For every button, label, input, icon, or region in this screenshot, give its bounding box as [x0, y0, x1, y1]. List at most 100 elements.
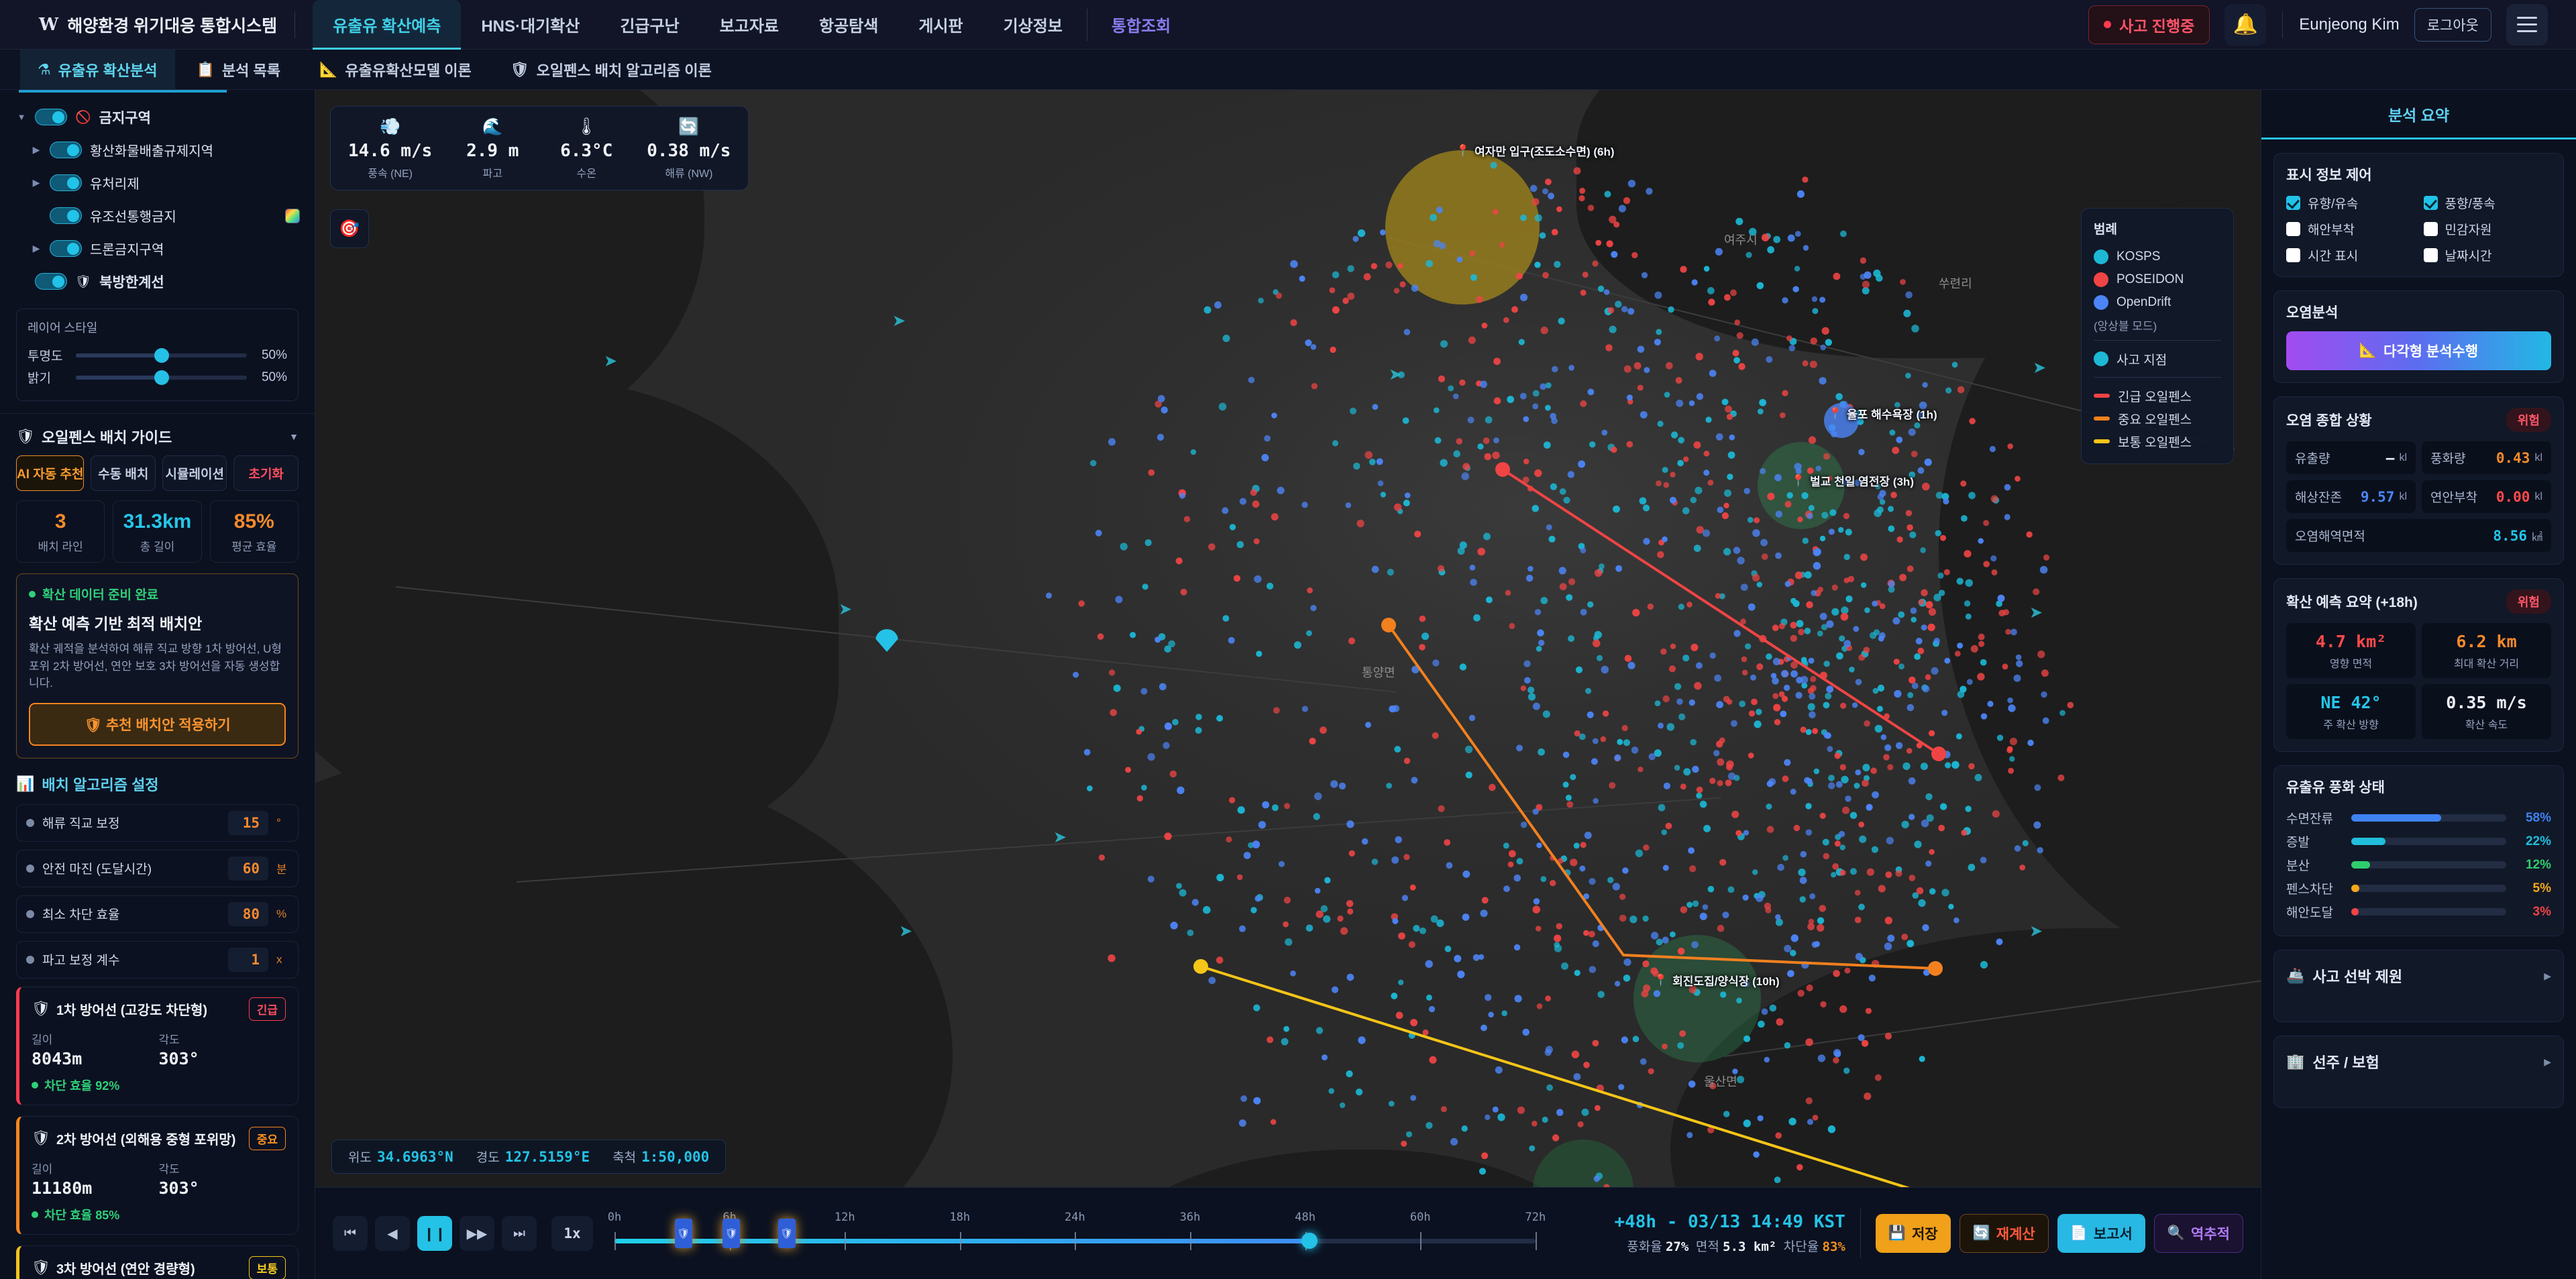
algorithm-row-3[interactable]: 파고 보정 계수 1 x	[16, 940, 299, 979]
skip-start-button[interactable]: ⏮	[333, 1216, 368, 1251]
mode-button-0[interactable]: AI 자동 추천	[16, 455, 85, 491]
checkbox-row-1[interactable]: 풍향/풍속	[2423, 194, 2552, 212]
checkbox-row-0[interactable]: 유향/유속	[2286, 194, 2414, 212]
checkbox-row-3[interactable]: 민감자원	[2423, 220, 2552, 238]
slider-track[interactable]	[76, 347, 247, 363]
algorithm-row-0[interactable]: 해류 직교 보정 15 °	[16, 803, 299, 842]
hamburger-menu-icon[interactable]	[2506, 3, 2548, 46]
metric-key: 연안부착	[2430, 491, 2477, 505]
layer-toggle[interactable]	[35, 273, 67, 290]
polygon-analysis-button[interactable]: 📐 다각형 분석수행	[2286, 331, 2551, 370]
timeline-fence-marker-2[interactable]: 🛡	[777, 1219, 796, 1248]
nav-item-0[interactable]: 유출유 확산예측	[313, 0, 462, 50]
nav-item-5[interactable]: 게시판	[918, 17, 963, 36]
map-marker-3[interactable]: 📍 회진도집/양식장 (10h)	[1654, 972, 1780, 989]
timeline-fence-marker-1[interactable]: 🛡	[722, 1219, 741, 1248]
apply-recommendation-button[interactable]: 🛡 추천 배치안 적용하기	[29, 702, 286, 746]
recalc-button[interactable]: 🔄 재계산	[1959, 1214, 2049, 1253]
layer-toggle[interactable]	[50, 174, 82, 191]
map-marker-0[interactable]: 📍 여자만 입구(조도소수면) (6h)	[1456, 142, 1615, 159]
timeline-track-wrap[interactable]: 0h 6h 12h 18h 24h 36h 48h 60h 72h 🛡 🛡 🛡	[608, 1200, 1546, 1267]
chevron-right-icon[interactable]: ▶	[32, 243, 40, 254]
accordion-0[interactable]: 🚢 사고 선박 제원 ▶	[2273, 950, 2564, 1022]
nav-item-4[interactable]: 항공탐색	[818, 17, 879, 36]
layer-row-4[interactable]: ▶ 드론금지구역	[15, 232, 300, 265]
mode-button-3[interactable]: 초기화	[233, 455, 299, 491]
step-back-button[interactable]: ◀	[375, 1216, 410, 1251]
checkbox-row-2[interactable]: 해안부착	[2286, 220, 2414, 238]
checkbox[interactable]	[2286, 196, 2300, 210]
sub-tab-1[interactable]: 📋 분석 목록	[179, 50, 298, 90]
checkbox[interactable]	[2423, 248, 2438, 262]
slider-track[interactable]	[76, 370, 247, 385]
nav-item-2[interactable]: 긴급구난	[620, 17, 680, 36]
sub-tab-0[interactable]: ⚗ 유출유 확산분석	[20, 49, 175, 90]
slider-row-0[interactable]: 투명도 50%	[28, 344, 287, 366]
timeline-fence-marker-0[interactable]: 🛡	[674, 1219, 692, 1248]
status-badge[interactable]: 사고 진행중	[2088, 5, 2210, 44]
chevron-down-icon[interactable]: ▼	[17, 112, 26, 122]
layer-row-0[interactable]: ▼ 🚫 금지구역	[15, 101, 300, 133]
algorithm-input[interactable]: 15	[228, 810, 268, 835]
algorithm-input[interactable]: 80	[228, 901, 268, 926]
chevron-right-icon[interactable]: ▶	[32, 144, 40, 155]
algorithm-input[interactable]: 1	[228, 947, 268, 972]
sub-tab-2[interactable]: 📐 유출유확산모델 이론	[302, 50, 489, 90]
layer-toggle[interactable]	[50, 240, 82, 257]
report-button[interactable]: 📄 보고서	[2057, 1214, 2145, 1253]
algorithm-input[interactable]: 60	[228, 856, 268, 881]
chevron-right-icon[interactable]: ▶	[2544, 1056, 2551, 1067]
timeline-thumb[interactable]	[1301, 1233, 1318, 1249]
map-marker-1[interactable]: 📍 율포 해수욕장 (1h)	[1828, 405, 1937, 422]
target-icon[interactable]: 🎯	[330, 209, 369, 248]
accordion-1[interactable]: 🏢 선주 / 보험 ▶	[2273, 1036, 2564, 1108]
bell-icon[interactable]: 🔔	[2224, 3, 2267, 46]
speed-button[interactable]: 1x	[551, 1216, 593, 1251]
algorithm-row-1[interactable]: 안전 마진 (도달시간) 60 분	[16, 849, 299, 887]
fence-card-0[interactable]: 🛡 1차 방어선 (고강도 차단형) 긴급 길이 8043m 각도 303° 차…	[16, 986, 299, 1105]
skip-end-button[interactable]: ⏭	[502, 1216, 537, 1251]
chevron-right-icon[interactable]: ▶	[2544, 970, 2551, 981]
layer-row-3[interactable]: 유조선통행금지	[15, 199, 300, 232]
layer-row-1[interactable]: ▶ 황산화물배출규제지역	[15, 133, 300, 166]
checkbox[interactable]	[2286, 222, 2300, 236]
mode-button-1[interactable]: 수동 배치	[91, 455, 156, 491]
report-icon: 📄	[2070, 1225, 2088, 1241]
checkbox-row-5[interactable]: 날짜시간	[2423, 246, 2552, 264]
nav-item-1[interactable]: HNS·대기확산	[481, 17, 580, 36]
sub-tab-3[interactable]: 🛡 오일펜스 배치 알고리즘 이론	[493, 50, 729, 90]
slider-knob[interactable]	[154, 370, 169, 385]
pause-button[interactable]: ❙❙	[417, 1216, 452, 1251]
checkbox[interactable]	[2423, 196, 2438, 210]
algorithm-row-2[interactable]: 최소 차단 효율 80 %	[16, 895, 299, 933]
save-button[interactable]: 💾 저장	[1875, 1214, 1951, 1253]
slider-row-1[interactable]: 밝기 50%	[28, 366, 287, 388]
fence-guide-header[interactable]: 🛡 오일펜스 배치 가이드 ▼	[0, 414, 315, 455]
logout-button[interactable]: 로그아웃	[2414, 7, 2491, 42]
timeline-track[interactable]	[614, 1232, 1537, 1250]
nav-item-3[interactable]: 보고자료	[719, 17, 779, 36]
map-marker-2[interactable]: 📍 벌교 천일 염전장 (3h)	[1791, 472, 1914, 489]
layer-toggle[interactable]	[35, 109, 67, 125]
layer-toggle[interactable]	[50, 142, 82, 158]
fence-card-2[interactable]: 🛡 3차 방어선 (연안 경량형) 보통 길이 12065m 각도 288° 차…	[16, 1245, 299, 1279]
slider-knob[interactable]	[154, 347, 169, 363]
nav-item-6[interactable]: 기상정보	[1003, 17, 1063, 36]
nav-item-7[interactable]: 통합조회	[1111, 17, 1171, 36]
layer-row-2[interactable]: ▶ 유처리제	[15, 166, 300, 199]
chevron-down-icon[interactable]: ▼	[289, 431, 299, 442]
step-forward-button[interactable]: ▶▶	[460, 1216, 494, 1251]
color-swatch-icon[interactable]	[285, 208, 300, 223]
legend-label: POSEIDON	[2116, 272, 2184, 286]
checkbox-row-4[interactable]: 시간 표시	[2286, 246, 2414, 264]
checkbox[interactable]	[2423, 222, 2438, 236]
map-canvas[interactable]: ➤➤➤➤➤➤➤➤➤➤➤ 💨 14.6 m/s 풍속 (NE) 🌊 2.9 m 파…	[315, 90, 2261, 1187]
layer-toggle[interactable]	[50, 207, 82, 224]
mode-button-2[interactable]: 시뮬레이션	[162, 455, 227, 491]
pollution-metric-grid: 유출량 — kl 풍화량 0.43 kl 해상잔존 9.57 kl 연안부착 0…	[2286, 441, 2551, 552]
chevron-right-icon[interactable]: ▶	[32, 177, 40, 188]
checkbox[interactable]	[2286, 248, 2300, 262]
layer-row-5[interactable]: 🛡 북방한계선	[15, 265, 300, 298]
fence-card-1[interactable]: 🛡 2차 방어선 (외해용 중형 포위망) 중요 길이 11180m 각도 30…	[16, 1115, 299, 1235]
trace-button[interactable]: 🔍 역추적	[2153, 1214, 2243, 1253]
